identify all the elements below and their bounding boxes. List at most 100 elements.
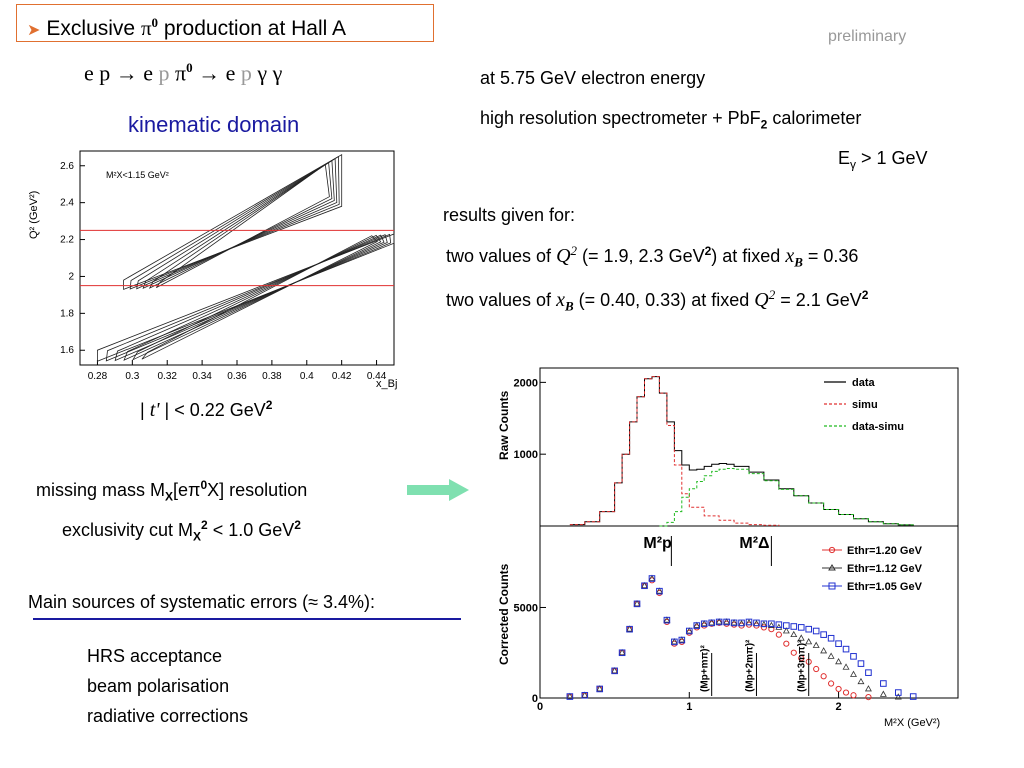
corr-point-triangle xyxy=(894,693,902,700)
corr-point-circle xyxy=(790,649,797,656)
spectrometer-a: high resolution spectrometer + PbF xyxy=(480,108,761,128)
corr-point-square xyxy=(797,624,805,631)
raw-ylabel: Raw Counts xyxy=(497,390,511,460)
corr-point-square xyxy=(685,627,693,635)
corr-point-triangle xyxy=(700,619,708,627)
kin-contour xyxy=(148,161,333,289)
r2-c: = 2.1 GeV xyxy=(775,290,862,310)
mm-b: [eπ xyxy=(173,480,201,500)
corr-legend-marker xyxy=(828,546,836,554)
corr-ylabel: Corrected Counts xyxy=(497,563,511,665)
kin-x-tick-label: 0.38 xyxy=(262,371,282,382)
corr-point-triangle xyxy=(730,619,738,626)
spectrometer-b: calorimeter xyxy=(767,108,862,128)
corr-point-square xyxy=(633,600,641,608)
corr-point-triangle xyxy=(782,627,790,634)
results-xb-line: two values of xB (= 0.40, 0.33) at fixed… xyxy=(446,287,868,315)
kin-contour xyxy=(141,235,378,360)
corr-point-triangle xyxy=(812,641,820,648)
r1-sup2: 2 xyxy=(704,244,712,258)
systematics-list: HRS acceptance beam polarisation radiati… xyxy=(87,641,248,731)
kin-y-tick-label: 2.6 xyxy=(60,161,74,172)
title-text-b: production at Hall A xyxy=(158,17,346,40)
corr-x-tick-label: 2 xyxy=(836,701,842,713)
corr-point-circle xyxy=(813,665,820,673)
r1-d: = 0.36 xyxy=(802,246,859,266)
corr-point-square xyxy=(760,620,768,628)
r1-var: Q xyxy=(556,245,571,267)
mm-a: missing mass M xyxy=(36,480,166,500)
ex-sub: X xyxy=(193,529,202,544)
kin-y-tick-label: 2.4 xyxy=(60,198,74,209)
bullet-arrow-icon: ➤ xyxy=(27,22,41,39)
kinematic-domain-plot: 0.28 0.3 0.32 0.34 0.36 0.38 0.4 0.42 0.44 1.6 1.8… xyxy=(28,150,397,390)
corr-point-square xyxy=(753,619,760,627)
corr-point-square xyxy=(909,693,917,700)
reaction-pi: π xyxy=(169,60,187,86)
corr-point-square xyxy=(581,691,589,699)
corr-point-circle xyxy=(835,685,842,693)
corr-legend-label: Ethr=1.05 GeV xyxy=(847,581,923,593)
corr-point-triangle xyxy=(596,685,604,692)
t-cut-b: | < 0.22 GeV xyxy=(159,400,266,420)
corr-point-square xyxy=(805,625,813,633)
corr-point-triangle xyxy=(678,636,686,643)
photon-b: > 1 GeV xyxy=(856,148,928,168)
corr-point-square xyxy=(857,660,865,667)
corr-point-square xyxy=(671,638,678,646)
corr-plot-frame xyxy=(539,525,959,699)
kin-contour xyxy=(155,163,330,288)
reaction-a: e p → e xyxy=(84,60,159,86)
corr-point-square xyxy=(566,693,574,700)
corr-x-tick-label: 1 xyxy=(686,701,692,713)
corr-point-triangle xyxy=(879,690,887,697)
corr-point-square xyxy=(648,575,656,582)
corr-threshold-label: (Mp+2mπ)² xyxy=(744,639,755,692)
corr-point-square xyxy=(768,620,775,628)
spectrometer-sub: 2 xyxy=(760,117,768,132)
kin-ylabel: Q² (GeV²) xyxy=(28,191,40,239)
corr-point-square xyxy=(880,680,887,687)
title-text-a: Exclusive xyxy=(46,17,141,40)
corr-point-triangle xyxy=(857,677,865,685)
kin-contour xyxy=(123,154,343,290)
corr-threshold-label: (Mp+mπ)² xyxy=(700,645,711,692)
corr-point-square xyxy=(693,622,701,629)
corr-threshold-label: (Mp+3mπ)² xyxy=(797,639,808,692)
corr-point-triangle xyxy=(850,670,857,677)
results-q2-line: two values of Q2 (= 1.9, 2.3 GeV2) at fi… xyxy=(446,243,858,271)
t-cut-var: t' xyxy=(149,399,160,421)
raw-series-line xyxy=(569,376,780,526)
raw-legend-label: data xyxy=(852,377,876,389)
systematics-divider xyxy=(33,618,461,620)
kin-x-tick-label: 0.4 xyxy=(300,371,314,382)
raw-plot-frame xyxy=(539,367,959,527)
kin-x-tick-label: 0.36 xyxy=(227,371,247,382)
corr-legend-label: Ethr=1.12 GeV xyxy=(847,563,923,575)
t-cut-label: | t' | < 0.22 GeV2 xyxy=(140,398,272,422)
corr-point-circle xyxy=(820,673,827,680)
corr-point-square xyxy=(715,618,723,626)
r1-a: two values of xyxy=(446,246,557,266)
corr-point-circle xyxy=(842,689,850,696)
systematics-heading: Main sources of systematic errors (≈ 3.4… xyxy=(28,592,375,612)
corr-point-triangle xyxy=(827,652,835,659)
reaction-proton-2: p xyxy=(240,60,252,86)
raw-series-line xyxy=(659,468,914,527)
photon-sub: γ xyxy=(850,157,857,172)
energy-line: at 5.75 GeV electron energy xyxy=(480,68,706,88)
mm-c: X] resolution xyxy=(207,480,308,500)
r2-sup2: 2 xyxy=(768,287,776,302)
corr-point-square xyxy=(738,619,745,627)
corr-point-square xyxy=(596,685,604,693)
corr-point-circle xyxy=(775,631,782,638)
t-cut-sup: 2 xyxy=(265,398,273,412)
corr-point-square xyxy=(835,640,842,647)
corr-point-triangle xyxy=(626,625,634,632)
raw-y-tick-label: 1000 xyxy=(514,449,538,461)
corr-point-triangle xyxy=(618,648,626,656)
corr-point-triangle xyxy=(581,691,589,698)
ex-sup2: 2 xyxy=(294,518,301,532)
reaction-b: → e xyxy=(192,60,241,86)
results-heading: results given for: xyxy=(443,205,576,225)
